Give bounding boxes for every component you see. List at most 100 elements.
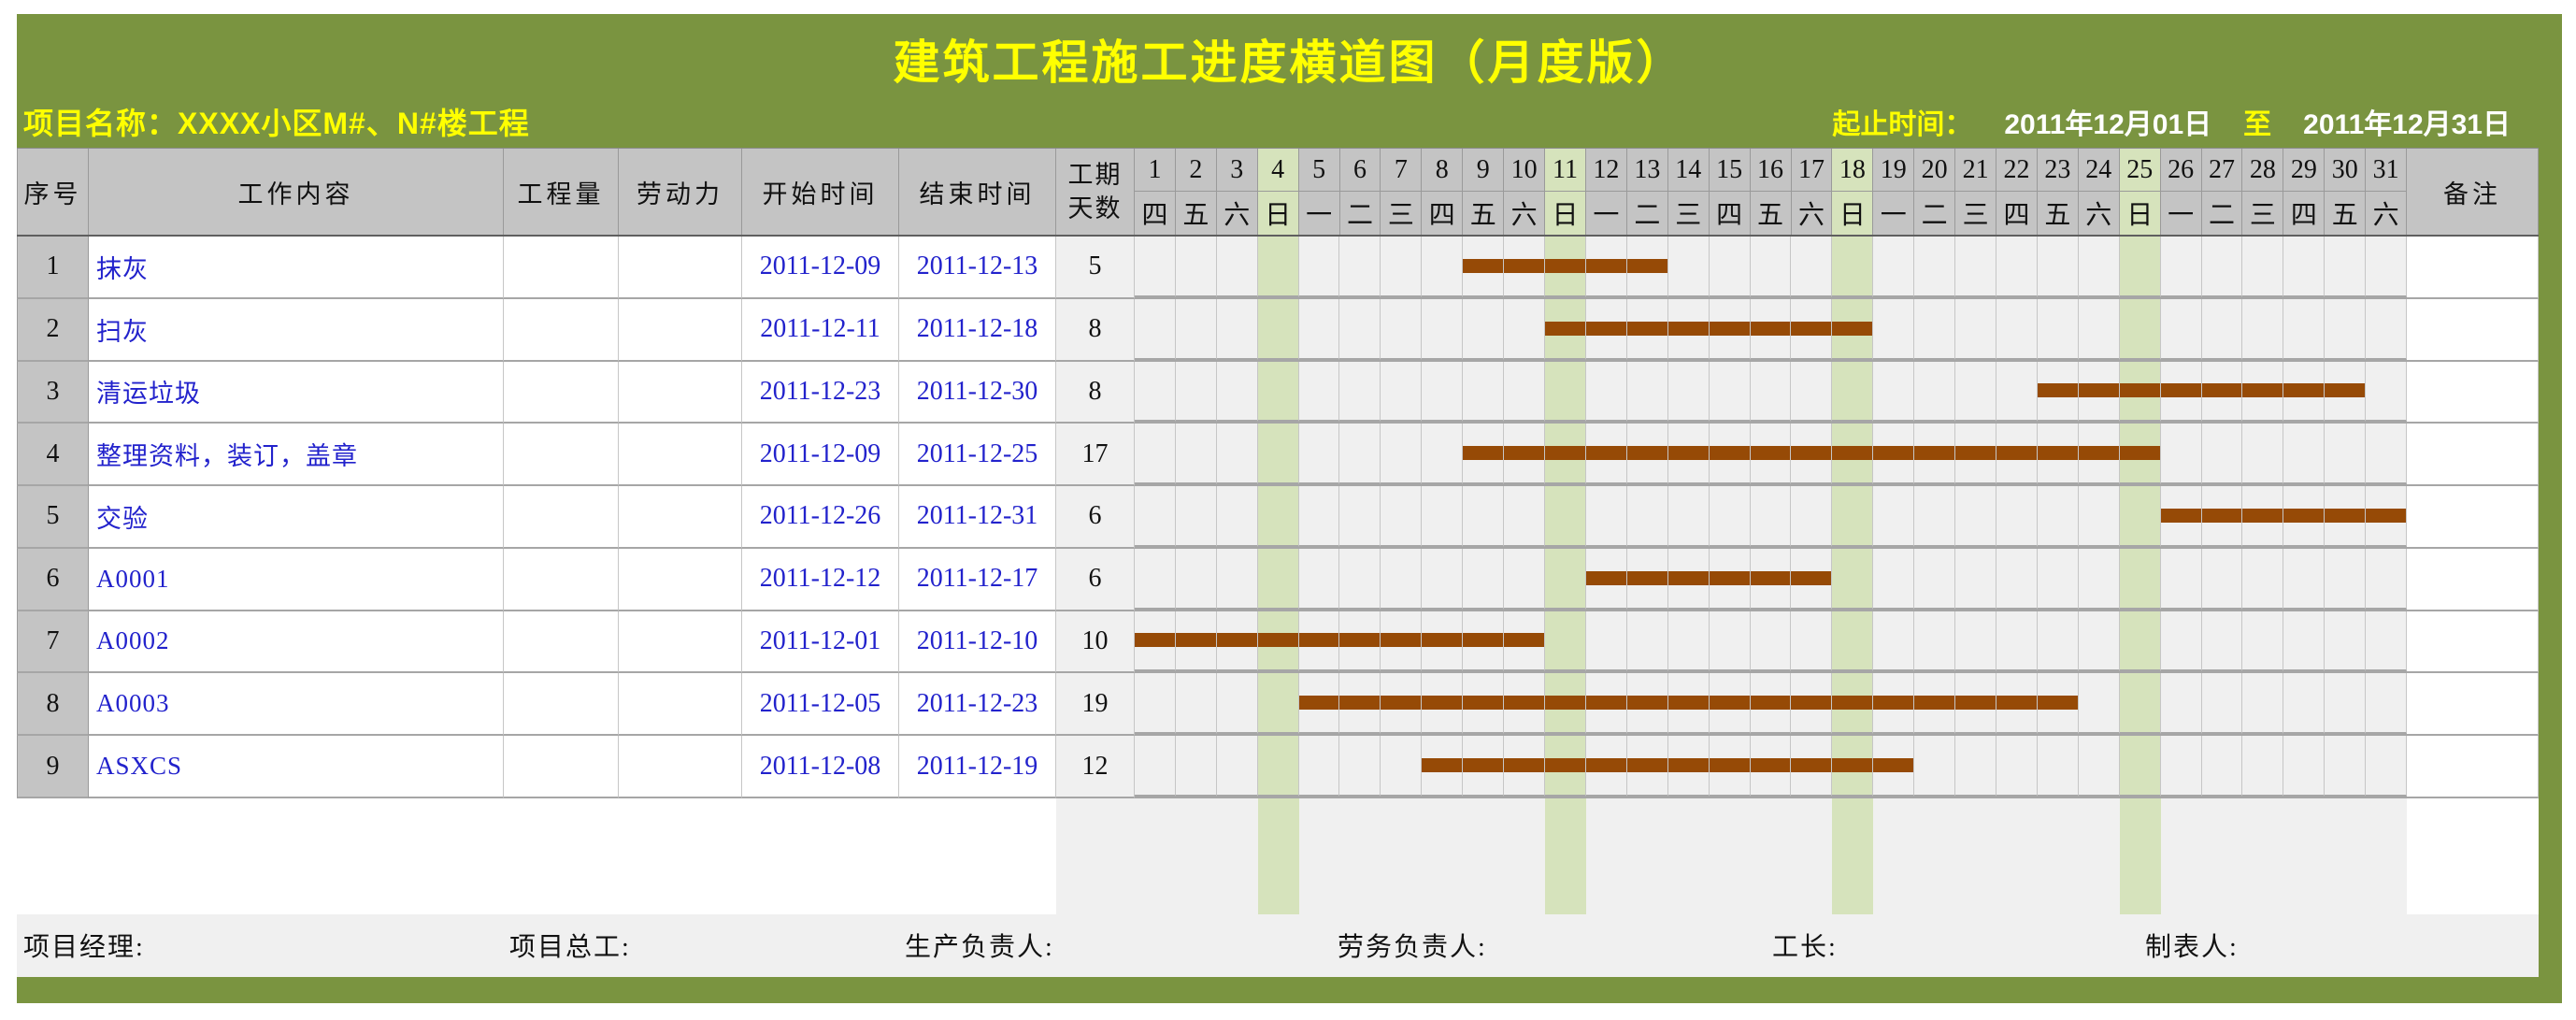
gantt-day-cell <box>2366 611 2408 672</box>
gantt-bar-segment <box>1955 446 1996 461</box>
signature-label: 工长: <box>1772 933 1838 963</box>
gantt-day-cell <box>1216 736 1258 797</box>
sheet-frame: 建筑工程施工进度横道图（月度版） 项目名称：XXXX小区M#、N#楼工程 起止时… <box>17 14 2562 1003</box>
gantt-bar-segment <box>2119 446 2160 461</box>
gantt-bar-segment <box>1955 696 1996 711</box>
gantt-bar-segment <box>2325 383 2366 398</box>
gantt-day-cell <box>1626 611 1668 672</box>
gantt-day-cell <box>1381 237 1423 297</box>
gantt-bar-segment <box>1873 696 1914 711</box>
gantt-day-cell <box>1955 237 1996 297</box>
gantt-day-cell <box>1381 673 1423 735</box>
gantt-day-cell <box>1463 424 1505 485</box>
gantt-day-cell <box>1873 361 1915 423</box>
day-number-cell: 31 <box>2366 149 2408 192</box>
gantt-day-cell <box>2037 237 2079 297</box>
gantt-day-cell <box>1381 486 1423 547</box>
gantt-day-cell <box>1257 673 1299 735</box>
gantt-day-cell <box>2160 611 2202 672</box>
gantt-day-cell <box>1422 673 1464 735</box>
gantt-bar-segment <box>1463 633 1504 648</box>
gantt-day-cell <box>1298 611 1340 672</box>
gantt-bar-segment <box>2201 508 2242 523</box>
gantt-day-cell <box>2078 548 2120 610</box>
sunday-stripe <box>1832 797 1874 914</box>
gantt-day-cell <box>1873 548 1915 610</box>
gantt-day-cell <box>1832 237 1874 297</box>
table-row: 8 A0003 2011-12-05 2011-12-23 19 <box>17 673 2539 737</box>
gantt-day-cell <box>2366 736 2408 797</box>
gantt-day-cell <box>1257 736 1299 797</box>
gantt-bar-segment <box>1585 258 1626 273</box>
gantt-day-cell <box>1216 611 1258 672</box>
gantt-day-cell <box>2242 486 2284 547</box>
gantt-day-cell <box>1832 486 1874 547</box>
gantt-bar-segment <box>1873 446 1914 461</box>
end-date-cell: 2011-12-19 <box>899 736 1056 798</box>
duration-cell: 12 <box>1056 736 1135 798</box>
gantt-day-cell <box>1463 486 1505 547</box>
date-range-to: 至 <box>2243 109 2272 140</box>
gantt-day-cell <box>1422 237 1464 297</box>
seq-cell: 3 <box>17 361 89 424</box>
gantt-bar-segment <box>1463 758 1504 772</box>
gantt-day-cell <box>2242 298 2284 360</box>
gantt-day-cell <box>1585 237 1627 297</box>
day-number-cell: 8 <box>1422 149 1464 192</box>
gantt-day-cell <box>2201 237 2243 297</box>
gantt-day-cell <box>1134 237 1176 297</box>
task-name-cell: ASXCS <box>89 736 504 798</box>
gantt-day-cell <box>2119 361 2161 423</box>
gantt-day-cell <box>1339 486 1381 547</box>
gantt-day-cell <box>1175 611 1217 672</box>
gantt-day-cell <box>1257 548 1299 610</box>
gantt-day-cell <box>1504 673 1546 735</box>
day-number-cell: 17 <box>1791 149 1833 192</box>
gantt-day-cell <box>1996 486 2038 547</box>
gantt-day-cell <box>2283 673 2326 735</box>
weekday-cell: 五 <box>2037 192 2079 235</box>
gantt-bar-segment <box>1709 696 1750 711</box>
quantity-cell <box>504 361 619 424</box>
day-number-cell: 9 <box>1463 149 1505 192</box>
gantt-day-cell <box>2325 548 2367 610</box>
task-name-cell: 整理资料，装订，盖章 <box>89 424 504 487</box>
task-name-cell: 扫灰 <box>89 298 504 362</box>
gantt-bar-segment <box>1257 633 1298 648</box>
gantt-day-cell <box>1955 361 1996 423</box>
gantt-day-cell <box>1381 548 1423 610</box>
gantt-day-cell <box>1791 298 1833 360</box>
gantt-day-cell <box>1175 424 1217 485</box>
gantt-day-cell <box>2078 237 2120 297</box>
gantt-bar-segment <box>1175 633 1216 648</box>
gantt-day-cell <box>1750 486 1792 547</box>
gantt-row <box>1134 237 2408 299</box>
gantt-day-cell <box>1422 298 1464 360</box>
labor-cell <box>619 673 742 737</box>
gantt-bar-segment <box>1791 758 1832 772</box>
table-row: 4 整理资料，装订，盖章 2011-12-09 2011-12-25 17 <box>17 424 2539 487</box>
gantt-day-cell <box>1422 361 1464 423</box>
table-row: 5 交验 2011-12-26 2011-12-31 6 <box>17 486 2539 549</box>
gantt-day-cell <box>1463 298 1505 360</box>
end-date-cell: 2011-12-30 <box>899 361 1056 424</box>
gantt-day-cell <box>1626 237 1668 297</box>
gantt-day-cell <box>2119 298 2161 360</box>
gantt-bar-segment <box>1709 570 1750 585</box>
weekday-cell: 一 <box>1873 192 1915 235</box>
gantt-day-cell <box>1709 361 1751 423</box>
gantt-day-cell <box>1175 736 1217 797</box>
weekday-cell: 二 <box>1339 192 1381 235</box>
gantt-day-cell <box>1791 361 1833 423</box>
gantt-bar-segment <box>1750 446 1791 461</box>
day-number-cell: 1 <box>1135 149 1176 192</box>
gantt-day-cell <box>2037 486 2079 547</box>
gantt-day-cell <box>1914 548 1956 610</box>
gantt-bar-segment <box>1585 570 1626 585</box>
header-duration-line2: 天数 <box>1067 194 1123 223</box>
gantt-day-cell <box>1585 736 1627 797</box>
gantt-bar-segment <box>2283 383 2325 398</box>
gantt-day-cell <box>1996 298 2038 360</box>
weekday-cell: 日 <box>2119 192 2161 235</box>
gantt-day-cell <box>1996 736 2038 797</box>
